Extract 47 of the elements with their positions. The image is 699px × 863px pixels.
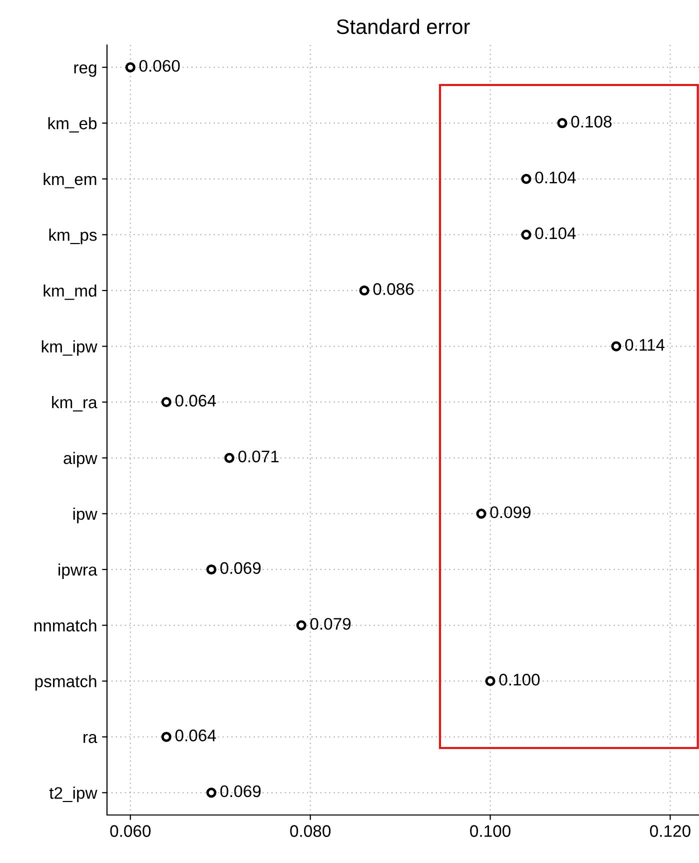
data-label: 0.100 xyxy=(499,674,540,686)
y-tick-label: ipw xyxy=(73,508,98,524)
point xyxy=(206,788,216,798)
x-tick-label: 0.100 xyxy=(470,825,510,837)
y-tick-label: aipw xyxy=(64,452,98,468)
data-label: 0.069 xyxy=(220,785,261,798)
data-label: 0.104 xyxy=(535,227,576,240)
y-tick-label: ipwra xyxy=(58,563,98,579)
y-tick-label: km_ps xyxy=(49,228,97,244)
data-label: 0.114 xyxy=(625,338,665,351)
y-tick-label: km_ipw xyxy=(42,340,98,356)
point xyxy=(161,397,172,408)
point xyxy=(485,676,496,686)
y-tick-label: t2_ipw xyxy=(49,786,98,802)
y-tick-label: km_ra xyxy=(52,396,98,412)
data-label: 0.099 xyxy=(490,506,531,518)
point xyxy=(224,452,234,463)
data-label: 0.064 xyxy=(175,730,216,742)
y-tick-label: reg xyxy=(74,64,96,77)
point xyxy=(161,732,172,742)
y-tick-label: km_md xyxy=(44,284,96,300)
point xyxy=(521,174,532,184)
point xyxy=(521,230,532,240)
data-label: 0.079 xyxy=(310,618,351,630)
data-label: 0.086 xyxy=(373,283,414,295)
y-tick-label: nnmatch xyxy=(34,619,96,632)
point xyxy=(296,620,306,630)
y-tick-label: km_em xyxy=(44,172,96,188)
data-label: 0.060 xyxy=(139,60,180,72)
point xyxy=(206,564,216,575)
y-tick-label: psmatch xyxy=(35,675,96,691)
x-tick-label: 0.080 xyxy=(290,825,331,837)
chart-title: Standard error xyxy=(336,18,470,34)
y-tick-label: ra xyxy=(84,734,98,744)
y-tick-label: km_eb xyxy=(48,117,97,132)
point xyxy=(557,118,568,128)
data-label: 0.064 xyxy=(175,394,216,407)
point xyxy=(359,285,370,296)
data-label: 0.071 xyxy=(238,450,279,462)
point xyxy=(611,341,622,352)
data-label: 0.069 xyxy=(220,562,261,574)
point xyxy=(476,508,486,519)
data-label: 0.108 xyxy=(571,116,612,128)
point xyxy=(125,62,136,72)
data-label: 0.104 xyxy=(535,172,576,184)
x-tick-label: 0.060 xyxy=(110,825,151,837)
x-tick-label: 0.120 xyxy=(650,825,690,837)
